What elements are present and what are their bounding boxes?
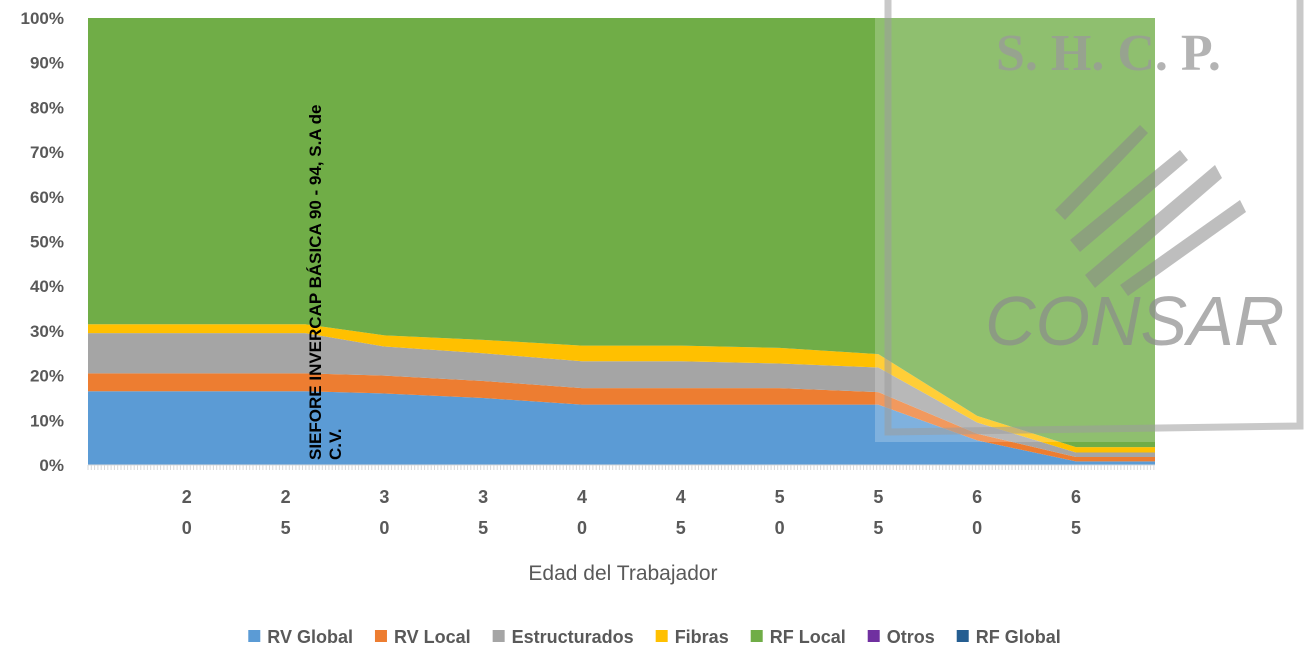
area-fibras xyxy=(88,324,1155,453)
legend-item-estructurados: Estructurados xyxy=(492,627,634,647)
y-tick-label: 10% xyxy=(30,411,64,430)
legend-swatch xyxy=(374,630,387,642)
watermark-logo: CONSAR xyxy=(985,282,1284,360)
x-tick-label: 2 xyxy=(281,487,291,507)
x-tick-label: 5 xyxy=(873,487,883,507)
y-tick-label: 40% xyxy=(30,277,64,296)
x-tick-label: 5 xyxy=(281,518,291,538)
y-tick-label: 70% xyxy=(30,143,64,162)
legend-swatch xyxy=(492,630,505,642)
x-tick-label: 5 xyxy=(873,518,883,538)
y-tick-label: 50% xyxy=(30,233,64,252)
x-tick-label: 0 xyxy=(775,518,785,538)
legend-label: RV Global xyxy=(267,627,353,647)
legend-swatch xyxy=(655,630,668,642)
x-axis: 2 0 2 5 3 0 3 5 4 0 4 5 5 0 5 5 6 0 6 5 xyxy=(87,464,1155,538)
x-tick-label: 4 xyxy=(676,487,686,507)
legend-label: Estructurados xyxy=(512,627,634,647)
x-tick-label: 4 xyxy=(577,487,587,507)
area-rv-local xyxy=(88,373,1155,462)
legend-swatch xyxy=(956,630,969,642)
annotation-line-2: C.V. xyxy=(326,428,345,460)
x-tick-label: 5 xyxy=(676,518,686,538)
area-estructurados xyxy=(88,333,1155,457)
x-tick-label: 3 xyxy=(478,487,488,507)
legend-item-rv-local: RV Local xyxy=(374,627,471,647)
legend-item-rf-global: RF Global xyxy=(956,627,1061,647)
x-axis-title: Edad del Trabajador xyxy=(528,562,717,585)
legend-swatch xyxy=(867,630,880,642)
legend-label: RF Global xyxy=(976,627,1061,647)
watermark: S. H. C. P. CONSAR xyxy=(875,0,1304,442)
legend-swatch xyxy=(248,630,261,642)
x-tick-label: 5 xyxy=(1071,518,1081,538)
legend-label: Fibras xyxy=(675,627,729,647)
feather-stripes-icon xyxy=(1055,125,1246,296)
x-tick-label: 5 xyxy=(478,518,488,538)
y-tick-label: 20% xyxy=(30,367,64,386)
watermark-text: S. H. C. P. xyxy=(996,25,1221,82)
x-axis-minor-ticks xyxy=(87,465,1155,470)
annotation-layer: SIEFORE INVERCAP BÁSICA 90 - 94, S.A de C… xyxy=(306,104,345,460)
annotation-line-1: SIEFORE INVERCAP BÁSICA 90 - 94, S.A de xyxy=(306,104,325,460)
legend-label: RV Local xyxy=(394,627,471,647)
y-tick-label: 30% xyxy=(30,322,64,341)
legend-item-rv-global: RV Global xyxy=(248,627,353,647)
legend-label: Otros xyxy=(887,627,935,647)
x-tick-label: 3 xyxy=(379,487,389,507)
x-tick-label: 0 xyxy=(577,518,587,538)
y-tick-label: 100% xyxy=(21,9,64,28)
x-tick-label: 0 xyxy=(379,518,389,538)
y-tick-label: 80% xyxy=(30,98,64,117)
legend-item-otros: Otros xyxy=(867,627,935,647)
y-tick-label: 0% xyxy=(39,456,64,475)
x-tick-label: 0 xyxy=(972,518,982,538)
x-tick-label: 6 xyxy=(1071,487,1081,507)
legend-label: RF Local xyxy=(770,627,846,647)
legend-item-fibras: Fibras xyxy=(655,627,729,647)
x-tick-label: 5 xyxy=(775,487,785,507)
x-tick-label: 0 xyxy=(182,518,192,538)
y-tick-label: 90% xyxy=(30,54,64,73)
legend: RV Global RV Local Estructurados Fibras RF L… xyxy=(248,627,1061,647)
annotation: SIEFORE INVERCAP BÁSICA 90 - 94, S.A de C… xyxy=(306,104,345,460)
watermark-frame xyxy=(884,0,1304,436)
legend-item-rf-local: RF Local xyxy=(750,627,846,647)
x-tick-label: 6 xyxy=(972,487,982,507)
y-axis: 0% 10% 20% 30% 40% 50% 60% 70% 80% 90% 100% xyxy=(21,9,64,475)
watermark-panel xyxy=(875,18,1155,442)
legend-swatch xyxy=(750,630,763,642)
y-tick-label: 60% xyxy=(30,188,64,207)
x-tick-label: 2 xyxy=(182,487,192,507)
